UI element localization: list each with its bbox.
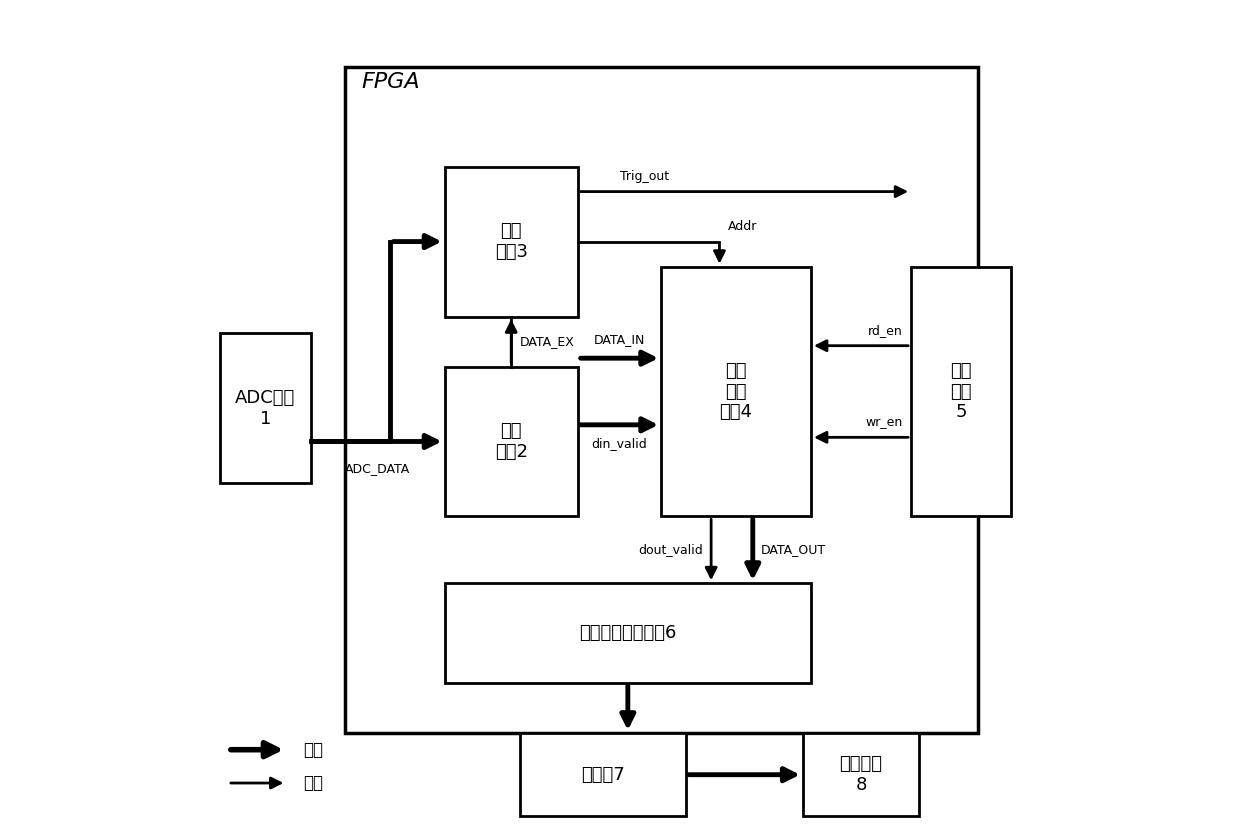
Text: FPGA: FPGA	[362, 72, 420, 92]
Text: dout_valid: dout_valid	[638, 543, 703, 556]
Text: 显示模块
8: 显示模块 8	[840, 756, 882, 794]
Text: din_valid: din_valid	[592, 437, 647, 451]
Text: 上位机7: 上位机7	[581, 766, 624, 784]
Text: 数据
采集
模块4: 数据 采集 模块4	[720, 362, 752, 421]
Text: 指令: 指令	[304, 774, 323, 792]
FancyBboxPatch shape	[519, 733, 686, 816]
FancyBboxPatch shape	[445, 583, 812, 683]
Text: 数据: 数据	[304, 741, 323, 759]
FancyBboxPatch shape	[445, 367, 577, 516]
Text: 触发
模块3: 触发 模块3	[494, 222, 528, 261]
Text: rd_en: rd_en	[869, 324, 903, 337]
Text: Addr: Addr	[727, 220, 757, 233]
FancyBboxPatch shape	[662, 267, 812, 516]
Text: 数字三维映射模块6: 数字三维映射模块6	[579, 624, 676, 642]
Text: DATA_EX: DATA_EX	[519, 335, 575, 348]
Text: wr_en: wr_en	[866, 416, 903, 429]
FancyBboxPatch shape	[344, 67, 978, 733]
FancyBboxPatch shape	[803, 733, 919, 816]
FancyBboxPatch shape	[219, 333, 311, 483]
Text: DATA_IN: DATA_IN	[593, 332, 646, 346]
Text: ADC_DATA: ADC_DATA	[346, 462, 410, 476]
FancyBboxPatch shape	[911, 267, 1011, 516]
Text: DATA_OUT: DATA_OUT	[761, 543, 826, 556]
Text: ADC模块
1: ADC模块 1	[235, 389, 296, 427]
Text: 抽点
模块2: 抽点 模块2	[494, 422, 528, 461]
Text: Trig_out: Trig_out	[620, 170, 669, 183]
FancyBboxPatch shape	[445, 167, 577, 317]
Text: 控制
模块
5: 控制 模块 5	[950, 362, 971, 421]
